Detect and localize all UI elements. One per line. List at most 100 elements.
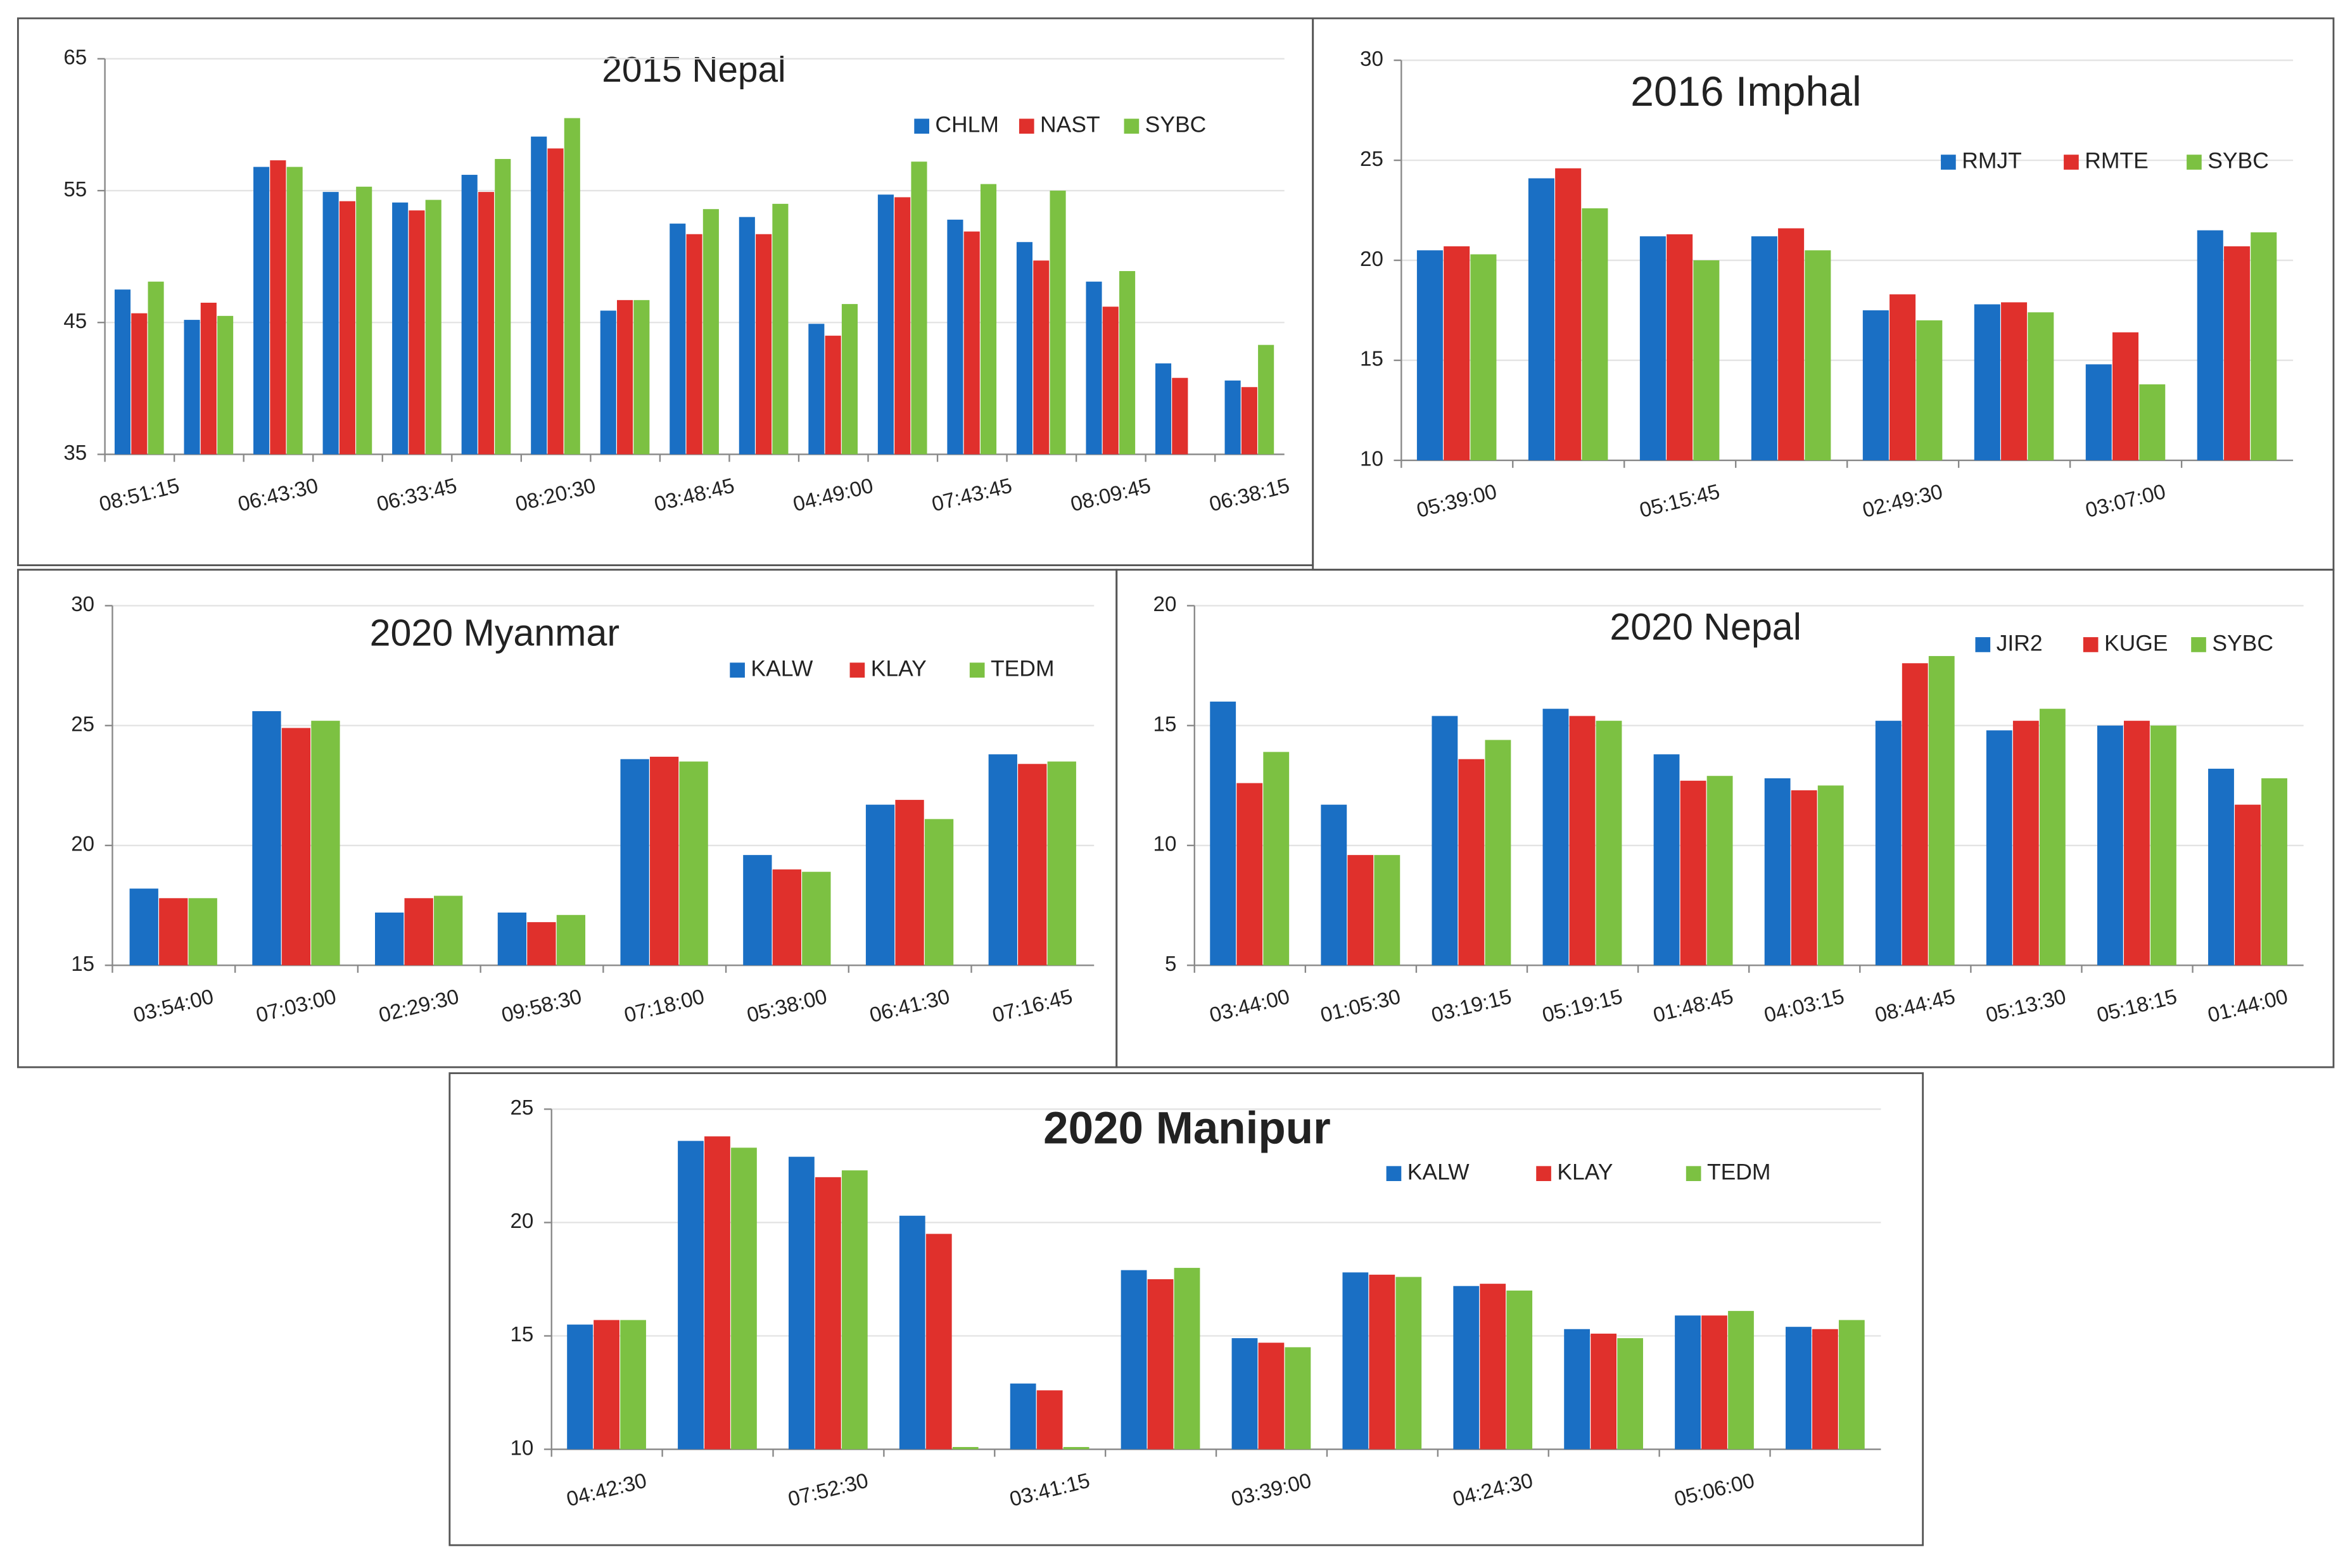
bar (148, 281, 164, 455)
bar (1528, 178, 1554, 460)
chart-title: 2020 Nepal (1610, 605, 1801, 648)
bar (1582, 208, 1608, 460)
legend-label: TEDM (991, 656, 1055, 681)
bar (286, 167, 303, 455)
bar (2001, 302, 2028, 460)
bar (1321, 804, 1347, 966)
bar (527, 922, 556, 966)
x-tick-label: 07:18:00 (622, 985, 707, 1027)
bar (1258, 345, 1274, 455)
bar (1155, 363, 1172, 455)
legend-label: KUGE (2104, 630, 2168, 655)
legend-label: SYBC (2212, 630, 2273, 655)
bar (270, 160, 286, 455)
bar (963, 231, 980, 455)
bar (924, 819, 954, 966)
bar (739, 217, 755, 455)
bar (159, 898, 188, 966)
bar (1542, 709, 1569, 966)
bar (649, 756, 679, 966)
legend-label: KALW (1407, 1160, 1470, 1185)
bar (188, 898, 217, 966)
bar (567, 1324, 593, 1450)
bar (2223, 246, 2251, 460)
bar (1653, 754, 1680, 966)
bar (2197, 230, 2223, 460)
bar (356, 186, 372, 455)
bar (899, 1215, 925, 1450)
chart-title: 2016 Imphal (1630, 68, 1862, 115)
bar (131, 313, 148, 455)
y-tick-label: 10 (1153, 833, 1177, 856)
bar (620, 759, 649, 966)
bar (788, 1156, 815, 1450)
bar (802, 871, 831, 966)
bar (556, 914, 586, 966)
bar (311, 721, 340, 966)
bar (253, 167, 270, 455)
bar (1241, 387, 1257, 455)
bar (184, 320, 200, 455)
bar (2028, 312, 2054, 460)
bar (1416, 250, 1443, 460)
x-tick-label: 06:38:15 (1207, 474, 1292, 516)
bar (1086, 281, 1102, 455)
legend-swatch (914, 118, 929, 134)
bar (1569, 716, 1596, 966)
x-tick-label: 03:48:45 (652, 474, 737, 516)
bar (594, 1320, 619, 1450)
bar (1036, 1390, 1063, 1450)
x-tick-label: 03:19:15 (1429, 985, 1514, 1027)
bar (2012, 721, 2039, 966)
bar (686, 234, 702, 455)
x-tick-label: 04:24:30 (1451, 1469, 1535, 1512)
bar (461, 175, 478, 455)
bar (1453, 1286, 1480, 1450)
y-tick-label: 30 (71, 593, 94, 616)
bar (1033, 260, 1050, 455)
bar (1231, 1338, 1258, 1450)
bar (679, 761, 708, 966)
bar (2039, 709, 2066, 966)
bar (1174, 1268, 1200, 1450)
y-tick-label: 20 (71, 833, 94, 856)
bar (1119, 271, 1136, 455)
bar (1147, 1279, 1174, 1450)
bar (2139, 384, 2166, 460)
bar (1902, 663, 1928, 966)
y-tick-label: 65 (63, 46, 87, 70)
legend-label: CHLM (935, 112, 999, 137)
bar (1974, 304, 2000, 460)
y-tick-label: 25 (510, 1096, 533, 1120)
x-tick-label: 07:43:45 (929, 474, 1014, 516)
bar (1928, 655, 1955, 966)
legend-swatch (1941, 155, 1956, 170)
bar (409, 210, 425, 455)
bar (1485, 740, 1511, 966)
x-tick-label: 05:15:45 (1637, 480, 1722, 522)
bar (1875, 721, 1902, 966)
legend-swatch (1019, 118, 1034, 134)
bar (1751, 236, 1777, 460)
bar (952, 1446, 979, 1450)
panel-frame (448, 1072, 1924, 1546)
bar (702, 209, 719, 455)
bar (704, 1136, 730, 1450)
bar (1063, 1446, 1089, 1450)
x-tick-label: 09:58:30 (499, 985, 584, 1027)
legend-swatch (1975, 637, 1991, 652)
legend-swatch (2187, 155, 2202, 170)
bar (772, 869, 801, 966)
y-tick-label: 20 (510, 1210, 533, 1233)
x-tick-label: 02:29:30 (376, 985, 461, 1027)
bar (808, 324, 825, 455)
legend-label: NAST (1040, 112, 1100, 137)
bar (564, 118, 580, 455)
y-tick-label: 10 (510, 1436, 533, 1460)
x-tick-label: 05:18:15 (2095, 985, 2180, 1027)
bar (2251, 232, 2277, 460)
bar (2208, 768, 2234, 966)
bar (1263, 752, 1290, 966)
bar (865, 804, 895, 966)
